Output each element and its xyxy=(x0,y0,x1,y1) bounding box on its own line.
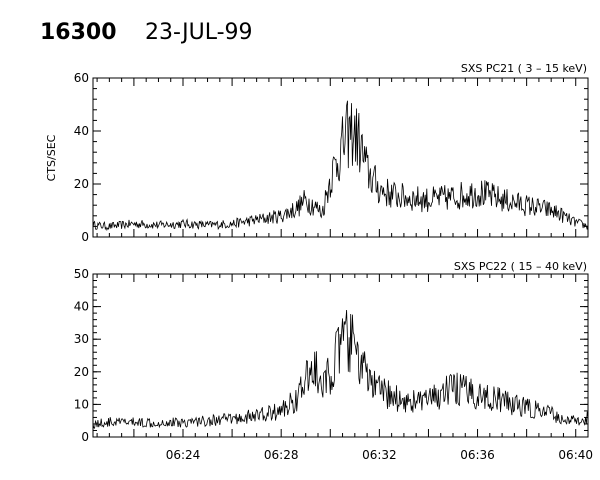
y-tick-label: 40 xyxy=(74,300,89,314)
panel-title: SXS PC22 ( 15 – 40 keV) xyxy=(454,260,587,273)
y-tick-label: 40 xyxy=(74,124,89,138)
y-tick-label: 30 xyxy=(74,332,89,346)
panel-frame xyxy=(92,77,589,238)
y-tick-label: 20 xyxy=(74,177,89,191)
x-tick-label: 06:24 xyxy=(166,448,201,462)
series-line xyxy=(92,100,589,232)
series-line xyxy=(92,309,589,429)
x-tick-label: 06:40 xyxy=(558,448,593,462)
y-tick-label: 0 xyxy=(81,430,89,444)
y-tick-label: 10 xyxy=(74,397,89,411)
y-tick-label: 20 xyxy=(74,365,89,379)
y-tick-label: 60 xyxy=(74,71,89,85)
y-tick-label: 50 xyxy=(74,267,89,281)
y-tick-label: 0 xyxy=(81,230,89,244)
panel-frame xyxy=(92,273,589,438)
panel-pc22: SXS PC22 ( 15 – 40 keV) 0 10 20 30 40 50 06:24… xyxy=(74,260,593,462)
event-id: 16300 xyxy=(40,20,117,45)
panel-title: SXS PC21 ( 3 – 15 keV) xyxy=(461,62,587,75)
x-tick-label: 06:36 xyxy=(460,448,495,462)
x-tick-label: 06:32 xyxy=(362,448,397,462)
x-tick-label: 06:28 xyxy=(264,448,299,462)
event-date: 23-JUL-99 xyxy=(145,20,253,45)
panel-pc21: SXS PC21 ( 3 – 15 keV) CTS/SEC 0 20 40 60 xyxy=(45,62,589,244)
y-axis-label: CTS/SEC xyxy=(45,134,58,181)
